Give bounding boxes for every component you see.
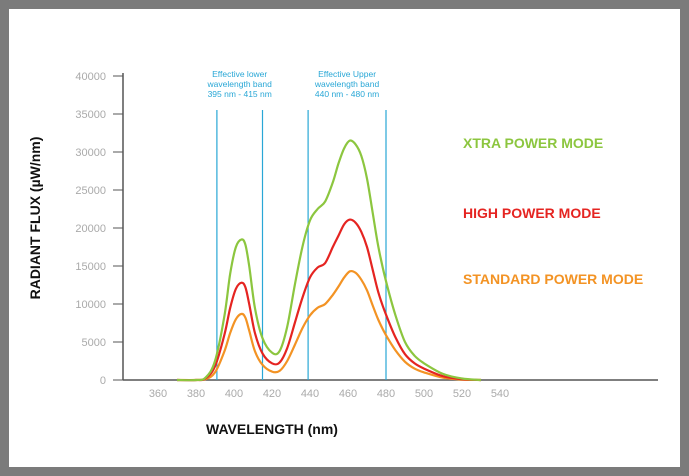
band-annotation-text: wavelength band (314, 79, 380, 89)
band-annotation-text: wavelength band (207, 79, 273, 89)
y-axis-title: RADIANT FLUX (µW/nm) (27, 137, 43, 300)
x-tick-label: 440 (301, 388, 319, 400)
y-tick-label: 35000 (75, 109, 106, 121)
x-tick-label: 460 (339, 388, 357, 400)
y-tick-label: 20000 (75, 223, 106, 235)
mode-label-xtra-power-mode: XTRA POWER MODE (463, 135, 603, 151)
x-tick-label: 420 (263, 388, 281, 400)
series-line-xtra-power-mode (176, 139, 482, 382)
series-lines (176, 139, 482, 382)
y-tick-label: 40000 (75, 71, 106, 83)
band-annotation-text: 395 nm - 415 nm (208, 89, 272, 99)
band-annotation-text: 440 nm - 480 nm (315, 89, 379, 99)
series-line-standard-power-mode (176, 269, 482, 382)
band-annotation-text: Effective Upper (318, 69, 376, 79)
x-tick-label: 360 (149, 388, 167, 400)
band-annotation-text: Effective lower (212, 69, 267, 79)
x-tick-label: 480 (377, 388, 395, 400)
y-tick-label: 15000 (75, 261, 106, 273)
y-tick-label: 25000 (75, 185, 106, 197)
y-tick-label: 0 (100, 375, 106, 387)
x-axis: 360 380 400 420 440 460 480 500 520 540 (123, 379, 658, 400)
x-tick-label: 500 (415, 388, 433, 400)
y-tick-label: 5000 (82, 337, 106, 349)
mode-label-standard-power-mode: STANDARD POWER MODE (463, 271, 643, 287)
x-tick-label: 540 (491, 388, 509, 400)
mode-label-high-power-mode: HIGH POWER MODE (463, 205, 601, 221)
x-axis-title: WAVELENGTH (nm) (206, 421, 338, 437)
y-tick-label: 10000 (75, 299, 106, 311)
y-axis: 0 5000 10000 15000 20000 25000 30000 35000 40000 (75, 71, 124, 387)
mode-labels: XTRA POWER MODE HIGH POWER MODE STANDARD P… (463, 135, 643, 287)
x-tick-label: 380 (187, 388, 205, 400)
series-line-high-power-mode (176, 218, 482, 382)
y-tick-label: 30000 (75, 147, 106, 159)
x-tick-label: 520 (453, 388, 471, 400)
x-tick-label: 400 (225, 388, 243, 400)
